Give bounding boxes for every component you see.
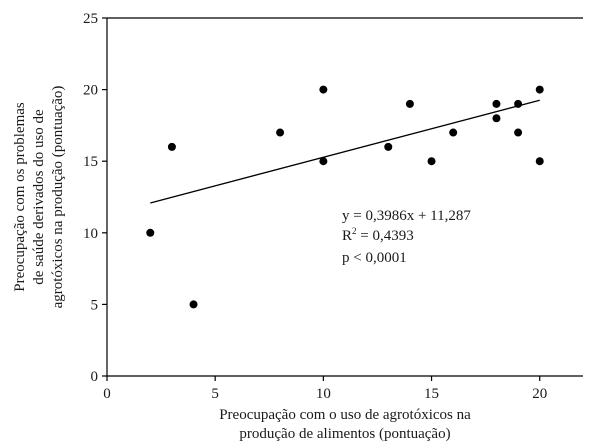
data-point (427, 157, 436, 166)
data-point (319, 85, 328, 94)
x-tick-label: 10 (316, 386, 331, 402)
x-tick-label: 0 (103, 386, 111, 402)
data-point (146, 228, 155, 237)
x-axis-title-line-2: produção de alimentos (pontuação) (239, 426, 450, 442)
y-axis-title-line-1: Preocupação com os problemas (12, 102, 28, 292)
p-value-label: p < 0,0001 (342, 250, 407, 266)
x-ticks: 0 5 10 15 20 (103, 376, 547, 402)
data-point (535, 85, 544, 94)
x-axis-title-line-1: Preocupação com o uso de agrotóxicos na (219, 407, 471, 423)
data-point (384, 142, 393, 151)
y-axis-title: Preocupação com os problemas de saúde de… (12, 86, 66, 309)
y-ticks: 0 5 10 15 20 25 (83, 11, 107, 385)
y-axis-title-line-3: agrotóxicos na produção (pontuação) (50, 86, 66, 309)
data-point (535, 157, 544, 166)
data-point (449, 128, 458, 137)
data-point (319, 157, 328, 166)
axes (106, 17, 583, 377)
y-tick-label: 5 (91, 297, 99, 313)
data-point (514, 99, 523, 108)
r-squared-exponent: 2 (352, 226, 357, 236)
r-squared-label: R2 = 0,4393 (342, 226, 414, 244)
x-tick-label: 20 (532, 386, 547, 402)
y-tick-label: 0 (91, 369, 99, 385)
y-axis-title-line-2: de saúde derivados do uso de (31, 109, 47, 285)
data-point (492, 99, 501, 108)
data-point (405, 99, 414, 108)
data-point (492, 114, 501, 123)
regression-line-group (150, 99, 540, 204)
data-points (146, 85, 544, 309)
data-point (514, 128, 523, 137)
data-point (189, 300, 198, 309)
y-tick-label: 15 (83, 154, 98, 170)
data-point (276, 128, 285, 137)
y-tick-label: 20 (83, 83, 98, 99)
data-point (167, 142, 176, 151)
y-tick-label: 25 (83, 11, 98, 27)
regression-equation: y = 0,3986x + 11,287 (342, 208, 471, 224)
x-axis-title: Preocupação com o uso de agrotóxicos na … (219, 407, 471, 442)
y-tick-label: 10 (83, 226, 98, 242)
regression-annotation: y = 0,3986x + 11,287 R2 = 0,4393 p < 0,0… (342, 208, 471, 266)
x-tick-label: 5 (211, 386, 219, 402)
x-tick-label: 15 (424, 386, 439, 402)
regression-line (150, 99, 540, 204)
